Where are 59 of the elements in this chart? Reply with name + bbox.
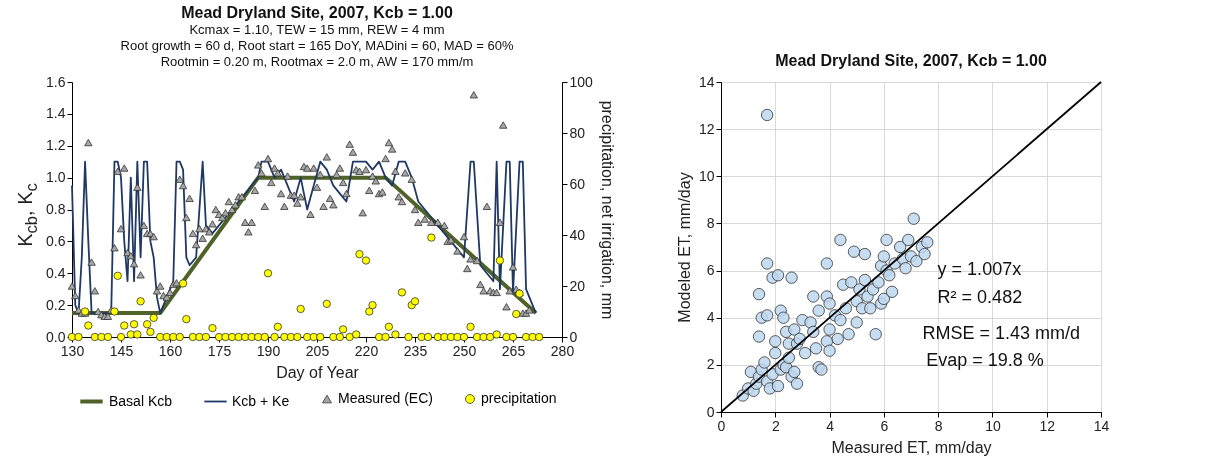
x-tick-label: 175 <box>207 342 232 359</box>
x-tick-label: 2 <box>771 417 780 434</box>
annotation: y = 1.007x <box>937 259 1022 280</box>
y-tick-label: 0.2 <box>46 296 66 313</box>
y-tick-label: 14 <box>698 73 715 90</box>
y-tick-label: 10 <box>698 167 715 184</box>
y2-tick-label: 80 <box>569 124 586 141</box>
x-tick-label: 235 <box>403 342 428 359</box>
legend-label: Basal Kcb <box>109 392 173 409</box>
x-tick-label: 8 <box>934 417 943 434</box>
x-tick-label: 160 <box>158 342 183 359</box>
chart-title: Mead Dryland Site, 2007, Kcb = 1.00 <box>775 52 1047 69</box>
x-tick-label: 130 <box>60 342 85 359</box>
chart-title: Mead Dryland Site, 2007, Kcb = 1.00 <box>181 4 453 21</box>
legend-label: Kcb + Ke <box>232 392 290 409</box>
y-tick-label: 0.8 <box>46 201 66 217</box>
y-tick-label: 0.6 <box>46 232 66 249</box>
y-tick-label: 2 <box>706 356 715 373</box>
x-tick-label: 12 <box>1039 417 1056 434</box>
x-tick-label: 145 <box>109 342 134 359</box>
x-tick-label: 0 <box>717 417 726 434</box>
y-tick-label: 8 <box>706 214 715 231</box>
annotation: R² = 0.482 <box>937 287 1023 308</box>
y-tick-label: 0 <box>706 403 715 420</box>
x-tick-label: 4 <box>826 417 835 434</box>
annotation: Evap = 19.8 % <box>926 349 1044 370</box>
text: Rootmin = 0.20 m, Rootmax = 2.0 m, AW = 170 mm/m <box>160 54 474 69</box>
x-tick-label: 220 <box>354 342 379 359</box>
y2-tick-label: 0 <box>569 328 578 345</box>
y2-tick-label: 100 <box>569 73 594 90</box>
y-tick-label: 0.4 <box>46 264 66 281</box>
y-tick-label: 6 <box>706 262 715 279</box>
x-tick-label: 6 <box>880 417 889 434</box>
y2-tick-label: 60 <box>569 175 586 192</box>
legend-label: precipitation <box>481 390 557 406</box>
y-axis-title: Modeled ET, mm/day <box>675 172 693 323</box>
y-tick-label: 1.0 <box>46 169 66 186</box>
text: Kcmax = 1.10, TEW = 15 mm, REW = 4 mm <box>189 22 445 37</box>
x-tick-label: 10 <box>985 417 1001 434</box>
x-axis-title: Day of Year <box>276 363 360 381</box>
y2-tick-label: 40 <box>569 226 586 243</box>
x-tick-label: 250 <box>452 342 477 359</box>
y-tick-label: 1.2 <box>46 137 66 154</box>
x-tick-label: 265 <box>501 342 526 359</box>
annotation: RMSE = 1.43 mm/d <box>922 323 1080 344</box>
text: Root growth = 60 d, Root start = 165 DoY, MADini = 60, MAD = 60% <box>120 38 514 53</box>
y-tick-label: 12 <box>698 120 715 137</box>
x-tick-label: 280 <box>550 342 575 359</box>
x-tick-label: 205 <box>305 342 330 359</box>
y2-axis-title: precipitation, net irrigation, mm <box>598 100 616 320</box>
x-axis-title: Measured ET, mm/day <box>831 438 992 456</box>
legend-label: Measured (EC) <box>338 390 433 406</box>
y-tick-label: 4 <box>706 309 715 326</box>
y-tick-label: 1.4 <box>46 105 66 122</box>
y-tick-label: 1.6 <box>46 73 66 90</box>
x-tick-label: 14 <box>1093 417 1110 434</box>
x-tick-label: 190 <box>256 342 281 359</box>
y2-tick-label: 20 <box>569 277 586 294</box>
y-tick-label: 0.0 <box>46 328 66 345</box>
